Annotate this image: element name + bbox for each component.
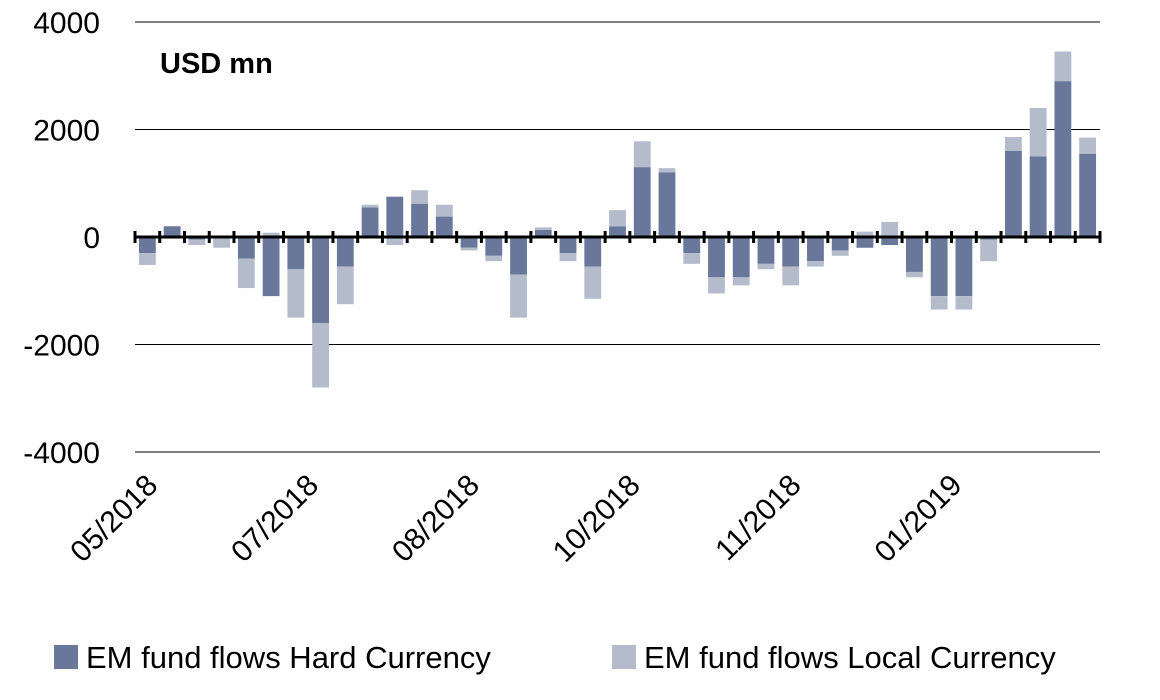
- bar-hard-currency: [807, 237, 824, 262]
- bar-hard-currency: [460, 237, 478, 248]
- bar-hard-currency: [906, 237, 923, 272]
- x-tick-label: 07/2018: [225, 469, 325, 569]
- bar-hard-currency: [163, 226, 181, 237]
- x-tick-label: 10/2018: [547, 469, 647, 569]
- y-tick-label: -2000: [23, 330, 100, 363]
- bar-local-currency: [930, 296, 948, 310]
- bar-local-currency: [732, 277, 750, 286]
- bar-local-currency: [213, 238, 231, 248]
- bar-hard-currency: [1029, 156, 1047, 237]
- bar-hard-currency: [831, 237, 849, 251]
- bar-local-currency: [782, 266, 800, 286]
- bar-local-currency: [336, 266, 354, 305]
- bar-hard-currency: [237, 237, 255, 259]
- bar-hard-currency: [435, 216, 453, 237]
- legend-item-hard-currency: EM fund flows Hard Currency: [54, 640, 491, 675]
- bar-hard-currency: [584, 237, 602, 267]
- bar-hard-currency: [534, 230, 552, 237]
- bar-hard-currency: [609, 226, 626, 237]
- bar-local-currency: [658, 168, 676, 173]
- bar-hard-currency: [510, 237, 527, 275]
- bar-local-currency: [386, 237, 404, 246]
- bar-hard-currency: [658, 172, 676, 237]
- bar-local-currency: [559, 253, 577, 262]
- bar-hard-currency: [683, 237, 701, 254]
- bar-local-currency: [237, 258, 255, 289]
- bar-local-currency: [881, 221, 899, 237]
- bar-local-currency: [460, 247, 478, 251]
- bar-local-currency: [510, 274, 527, 318]
- legend-label-local-currency: EM fund flows Local Currency: [644, 640, 1056, 675]
- bar-local-currency: [633, 141, 651, 168]
- y-tick-label: 4000: [33, 7, 100, 40]
- bar-hard-currency: [485, 237, 503, 256]
- bar-local-currency: [312, 323, 329, 388]
- bar-hard-currency: [782, 237, 800, 267]
- legend: EM fund flows Hard Currency EM fund flow…: [54, 640, 1056, 675]
- x-tick-label: 01/2019: [868, 469, 968, 569]
- bar-local-currency: [757, 263, 775, 270]
- x-axis: [133, 231, 1102, 243]
- bar-local-currency: [485, 255, 503, 262]
- bar-local-currency: [1029, 108, 1047, 157]
- bar-hard-currency: [881, 237, 899, 246]
- bar-local-currency: [980, 239, 998, 262]
- bar-hard-currency: [757, 237, 775, 264]
- x-tick-label: 08/2018: [386, 469, 486, 569]
- bar-local-currency: [411, 190, 428, 204]
- bar-local-currency: [683, 253, 701, 264]
- y-axis-labels: 4000 2000 0 -2000 -4000: [23, 7, 100, 470]
- bar-local-currency: [138, 253, 156, 265]
- bar-local-currency: [361, 204, 379, 208]
- bar-hard-currency: [955, 237, 973, 297]
- x-axis-labels: 05/2018 07/2018 08/2018 10/2018 11/2018 01/20…: [64, 469, 968, 569]
- bar-local-currency: [188, 239, 206, 246]
- legend-item-local-currency: EM fund flows Local Currency: [612, 640, 1056, 675]
- bar-hard-currency: [1054, 81, 1072, 237]
- bar-local-currency: [1079, 137, 1097, 154]
- bar-local-currency: [955, 296, 973, 310]
- bar-local-currency: [435, 204, 453, 217]
- legend-swatch-hard-currency: [54, 645, 78, 669]
- legend-swatch-local-currency: [612, 645, 636, 669]
- bar-local-currency: [708, 277, 725, 294]
- y-tick-label: -4000: [23, 437, 100, 470]
- x-tick-label: 11/2018: [709, 469, 807, 567]
- bar-hard-currency: [930, 237, 948, 297]
- bar-hard-currency: [361, 207, 379, 237]
- bar-hard-currency: [287, 237, 305, 270]
- bar-hard-currency: [262, 237, 280, 297]
- bar-local-currency: [584, 266, 602, 299]
- bar-hard-currency: [856, 237, 874, 248]
- bar-local-currency: [807, 261, 824, 267]
- bar-hard-currency: [633, 167, 651, 237]
- bar-hard-currency: [312, 237, 329, 323]
- bar-local-currency: [831, 250, 849, 256]
- bar-hard-currency: [386, 196, 404, 237]
- bar-local-currency: [1054, 51, 1072, 82]
- bar-local-currency: [609, 210, 626, 227]
- bar-local-currency: [906, 271, 923, 278]
- bar-local-currency: [287, 269, 305, 318]
- x-tick-label: 05/2018: [64, 469, 164, 569]
- y-tick-label: 2000: [33, 115, 100, 148]
- bar-hard-currency: [1004, 151, 1022, 237]
- bar-hard-currency: [1079, 153, 1097, 237]
- bar-hard-currency: [559, 237, 577, 254]
- bar-local-currency: [262, 232, 280, 237]
- bar-local-currency: [1004, 137, 1022, 151]
- bar-hard-currency: [336, 237, 354, 267]
- y-tick-label: 0: [83, 222, 100, 255]
- bars: [138, 51, 1097, 388]
- unit-label: USD mn: [160, 48, 273, 80]
- bar-hard-currency: [411, 203, 428, 237]
- bar-local-currency: [856, 231, 874, 237]
- gridlines: [135, 21, 1100, 453]
- bar-local-currency: [534, 227, 552, 231]
- bar-hard-currency: [138, 237, 156, 254]
- legend-label-hard-currency: EM fund flows Hard Currency: [86, 640, 491, 675]
- bar-hard-currency: [708, 237, 725, 278]
- bar-hard-currency: [732, 237, 750, 278]
